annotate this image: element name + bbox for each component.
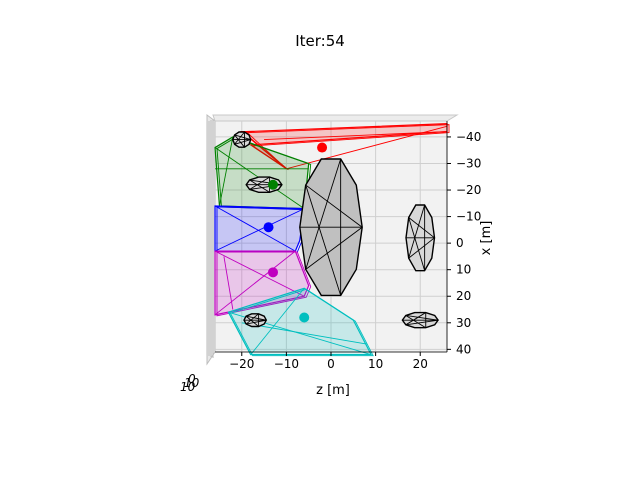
obstacle-edge (246, 319, 267, 325)
z-tick-label: 10 (180, 380, 196, 394)
cluster-edge-4 (241, 322, 367, 345)
cluster-center-0 (317, 142, 328, 153)
obstacle-edge (305, 184, 342, 296)
x-tick-label: 10 (368, 357, 383, 371)
cluster-edge-3 (223, 256, 234, 310)
cluster-center-3 (268, 267, 278, 278)
obstacle-edge (305, 158, 342, 270)
obstacle-edge (405, 312, 426, 326)
cluster-hull-edge-4 (229, 288, 374, 357)
obstacle-edge (405, 315, 426, 329)
cluster-edge-2 (214, 205, 296, 252)
y-tick-label: 40 (456, 342, 471, 356)
z-tick-label: 0 (188, 372, 196, 386)
x-tick-label: 0 (327, 357, 335, 371)
cluster-hull-2 (214, 205, 305, 252)
x-tick-label: −20 (229, 357, 254, 371)
obstacle-edge (305, 226, 363, 270)
top-pane (212, 114, 459, 122)
cluster-hull-edge-3 (216, 251, 312, 317)
cluster-edge-2 (214, 208, 305, 252)
y-tick-label: 10 (456, 263, 471, 277)
obstacle-edge (234, 134, 245, 148)
cluster-center-2 (263, 222, 274, 233)
obstacle-edge (234, 134, 251, 141)
cluster-edge-3 (214, 250, 296, 316)
y-tick-label: 0 (456, 236, 464, 250)
cluster-edge-3 (214, 250, 305, 297)
cluster-edge-0 (286, 125, 448, 170)
x-tick-label: 20 (413, 357, 428, 371)
y-tick-label: −20 (456, 183, 481, 197)
y-tick-label: −40 (456, 130, 481, 144)
obstacle-edge (408, 217, 435, 239)
cluster-edge-0 (264, 131, 448, 141)
cluster-edge-4 (250, 287, 305, 355)
obstacle-edge (408, 237, 435, 259)
y-tick-label: −30 (456, 156, 481, 170)
cluster-centers (263, 142, 328, 323)
cluster-edge-1 (219, 136, 234, 207)
obstacle-edge (245, 315, 259, 327)
y-tick-label: 20 (456, 289, 471, 303)
x-axis-label: z [m] (316, 383, 350, 398)
obstacle-edge (234, 131, 245, 145)
y-axis-label: x [m] (479, 221, 494, 256)
cluster-hull-edge-2 (216, 206, 307, 253)
y-tick-label: −10 (456, 210, 481, 224)
obstacle-edge (249, 176, 270, 190)
x-tick-label: −10 (274, 357, 299, 371)
cluster-center-1 (268, 179, 278, 190)
obstacle-edge (405, 319, 439, 326)
obstacle-edge (245, 313, 259, 325)
obstacle-edge (234, 139, 251, 145)
obstacle-edge (246, 315, 267, 321)
obstacle-edge (305, 184, 363, 228)
obstacle-edge (408, 217, 426, 271)
obstacle-edge (249, 179, 270, 193)
chart-title: Iter:54 (295, 32, 345, 50)
y-tick-label: 30 (456, 316, 471, 330)
obstacle-edge (405, 315, 439, 321)
cluster-edge-0 (245, 131, 287, 170)
cluster-hull-3 (214, 250, 310, 316)
z-tick-label: 10 (184, 376, 200, 390)
obstacle-edge (408, 204, 426, 259)
cluster-center-4 (299, 312, 310, 323)
